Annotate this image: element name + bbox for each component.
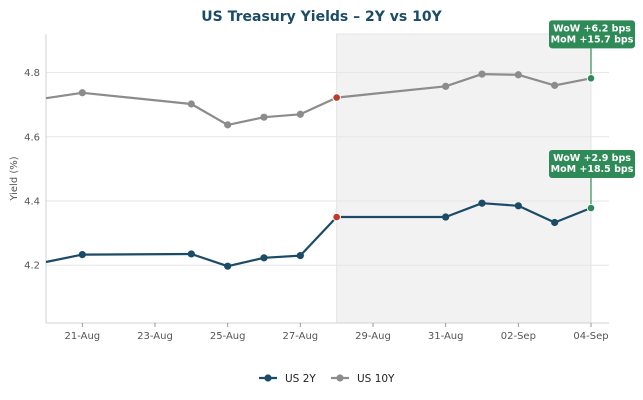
data-point xyxy=(260,254,268,262)
y-axis-label: Yield (%) xyxy=(9,156,20,201)
data-point xyxy=(514,202,522,210)
legend-label: US 10Y xyxy=(357,373,395,385)
data-point xyxy=(260,113,268,121)
annotation-box xyxy=(549,150,635,179)
data-point xyxy=(187,250,195,258)
x-tick-label: 31-Aug xyxy=(428,331,464,342)
annotation-text: MoM +15.7 bps xyxy=(551,34,634,45)
data-point xyxy=(551,218,559,227)
data-point xyxy=(514,71,522,79)
highlight-point xyxy=(332,93,341,102)
data-point xyxy=(478,199,486,207)
data-point xyxy=(78,89,86,97)
x-tick-label: 29-Aug xyxy=(355,331,391,342)
data-point xyxy=(296,110,304,118)
data-point xyxy=(224,121,232,129)
data-point xyxy=(187,100,195,108)
data-point xyxy=(478,70,486,78)
y-tick-label: 4.2 xyxy=(24,261,40,272)
data-point xyxy=(442,82,450,90)
x-tick-label: 23-Aug xyxy=(137,331,173,342)
series-line-us-2y xyxy=(45,202,592,268)
legend-swatch-marker xyxy=(336,374,344,382)
x-tick-label: 04-Sep xyxy=(573,331,608,342)
shaded-region xyxy=(336,33,592,324)
annotation-text: WoW +2.9 bps xyxy=(553,153,631,164)
annotation-text: MoM +18.5 bps xyxy=(551,164,634,175)
data-point xyxy=(224,262,232,270)
chart-title: US Treasury Yields – 2Y vs 10Y xyxy=(201,9,442,25)
legend-swatch-marker xyxy=(264,374,272,382)
y-tick-label: 4.6 xyxy=(24,132,40,143)
highlight-point xyxy=(586,203,596,213)
x-tick-label: 27-Aug xyxy=(283,331,319,342)
series-line-us-10y xyxy=(45,72,592,127)
annotation-box xyxy=(549,20,635,49)
highlight-point xyxy=(586,74,596,83)
x-tick-label: 25-Aug xyxy=(210,331,246,342)
annotation-text: WoW +6.2 bps xyxy=(553,23,631,34)
highlight-point xyxy=(332,212,341,222)
data-point xyxy=(551,81,559,89)
x-tick-label: 02-Sep xyxy=(501,331,536,342)
y-tick-label: 4.4 xyxy=(24,196,40,207)
data-point xyxy=(296,251,304,260)
data-point xyxy=(78,251,86,259)
x-tick-label: 21-Aug xyxy=(65,331,101,342)
legend-label: US 2Y xyxy=(285,373,316,385)
y-tick-label: 4.8 xyxy=(24,68,40,79)
data-point xyxy=(442,213,450,221)
